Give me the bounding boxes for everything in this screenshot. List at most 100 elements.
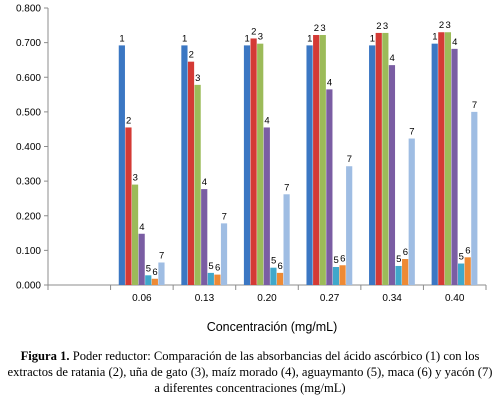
bar-data-label: 4 [327, 77, 332, 88]
bar-data-label: 4 [264, 115, 269, 126]
x-tick-label: 0.06 [132, 293, 152, 304]
bar-data-label: 6 [278, 261, 283, 272]
bar-data-label: 3 [445, 20, 450, 31]
bar-series-1 [306, 45, 313, 285]
bar-data-label: 2 [376, 21, 381, 32]
bar-data-label: 4 [452, 37, 457, 48]
bar-series-7 [220, 223, 228, 285]
bar-series-1 [181, 45, 188, 285]
bar-series-6 [464, 257, 471, 285]
y-tick-label: 0.100 [16, 246, 41, 257]
bar-series-4 [138, 233, 145, 285]
bar-data-label: 6 [152, 267, 157, 278]
x-tick-label: 0.27 [320, 293, 340, 304]
bar-series-1 [118, 45, 125, 285]
y-tick-label: 0.200 [16, 211, 41, 222]
y-tick-label: 0.400 [16, 142, 41, 153]
bar-data-label: 5 [396, 254, 401, 265]
bar-series-7 [283, 194, 290, 285]
bar-series-5 [270, 267, 277, 285]
bar-data-label: 3 [320, 23, 325, 34]
x-axis-label: Concentración (mg/mL) [207, 320, 338, 334]
bar-data-label: 7 [284, 182, 289, 193]
bar-series-1 [243, 45, 251, 285]
bar-data-label: 2 [126, 115, 131, 126]
caption-prefix: Figura 1. [20, 349, 70, 363]
caption-text: Poder reductor: Comparación de las absor… [7, 349, 493, 395]
bar-series-4 [201, 189, 208, 285]
bar-series-6 [276, 272, 284, 285]
bar-series-5 [332, 266, 340, 285]
bar-data-label: 2 [189, 50, 194, 61]
bar-series-7 [346, 166, 353, 285]
bar-series-5 [395, 265, 402, 285]
bar-series-3 [382, 32, 389, 286]
chart-bars [118, 32, 478, 286]
bar-data-label: 5 [271, 256, 276, 267]
bar-series-7 [408, 138, 415, 285]
bar-data-label: 1 [370, 33, 375, 44]
bar-series-2 [125, 127, 132, 285]
chart-axes: 0.000 0.100 0.200 0.300 0.400 0.500 0.600 0.700… [16, 4, 487, 304]
bar-data-label: 3 [195, 73, 200, 84]
bar-series-3 [319, 35, 326, 285]
bar-series-3 [131, 184, 139, 285]
bar-data-label: 7 [159, 250, 164, 261]
bar-series-2 [375, 32, 382, 286]
bar-series-5 [145, 275, 152, 285]
bar-series-3 [194, 84, 201, 286]
y-tick-label: 0.800 [16, 4, 41, 15]
y-tick-label: 0.700 [16, 38, 41, 49]
bar-series-6 [151, 278, 158, 285]
bar-series-1 [431, 43, 438, 285]
x-tick-label: 0.40 [445, 293, 465, 304]
bar-data-label: 1 [307, 33, 312, 44]
bar-chart: 0.000 0.100 0.200 0.300 0.400 0.500 0.600 0.700… [16, 4, 487, 334]
bar-series-6 [339, 265, 346, 285]
bar-data-label: 6 [340, 253, 345, 264]
bar-data-label: 5 [208, 261, 213, 272]
bar-data-label: 4 [139, 222, 144, 233]
bar-data-label: 2 [251, 26, 256, 37]
x-tick-label: 0.20 [257, 293, 277, 304]
bar-data-label: 6 [465, 245, 470, 256]
bar-data-label: 1 [245, 33, 250, 44]
y-tick-label: 0.300 [16, 177, 41, 188]
bar-data-label: 7 [347, 154, 352, 165]
bar-data-label: 5 [459, 252, 464, 263]
bar-series-6 [402, 259, 409, 285]
bar-data-label: 5 [334, 255, 339, 266]
bar-data-label: 1 [432, 32, 437, 43]
bar-data-label: 1 [119, 33, 124, 44]
figure-caption: Figura 1. Poder reductor: Comparación de… [6, 348, 494, 396]
x-tick-label: 0.34 [382, 293, 402, 304]
bar-data-label: 4 [202, 177, 207, 188]
bar-data-label: 4 [389, 53, 394, 64]
bar-series-5 [207, 272, 214, 285]
bar-series-3 [257, 43, 264, 285]
bar-data-label: 6 [215, 263, 220, 274]
y-tick-label: 0.600 [16, 73, 41, 84]
y-tick-label: 0.000 [16, 281, 41, 292]
bar-data-label: 6 [403, 247, 408, 258]
bar-series-4 [326, 89, 333, 286]
bar-series-2 [250, 38, 257, 285]
x-tick-label: 0.13 [195, 293, 215, 304]
bar-data-label: 2 [439, 20, 444, 31]
bar-series-4 [451, 48, 458, 285]
bar-series-3 [444, 32, 452, 285]
bar-data-label: 7 [472, 100, 477, 111]
y-tick-label: 0.500 [16, 107, 41, 118]
bar-series-2 [438, 32, 445, 285]
bar-data-label: 3 [258, 32, 263, 43]
bar-series-5 [458, 263, 465, 285]
bar-series-2 [187, 61, 195, 286]
bar-series-6 [214, 274, 221, 285]
bar-data-label: 5 [146, 263, 151, 274]
bar-data-label: 7 [409, 127, 414, 138]
bar-series-4 [263, 127, 270, 285]
bar-data-label: 3 [133, 173, 138, 184]
bar-data-label: 2 [314, 23, 319, 34]
bar-data-label: 7 [222, 211, 227, 222]
